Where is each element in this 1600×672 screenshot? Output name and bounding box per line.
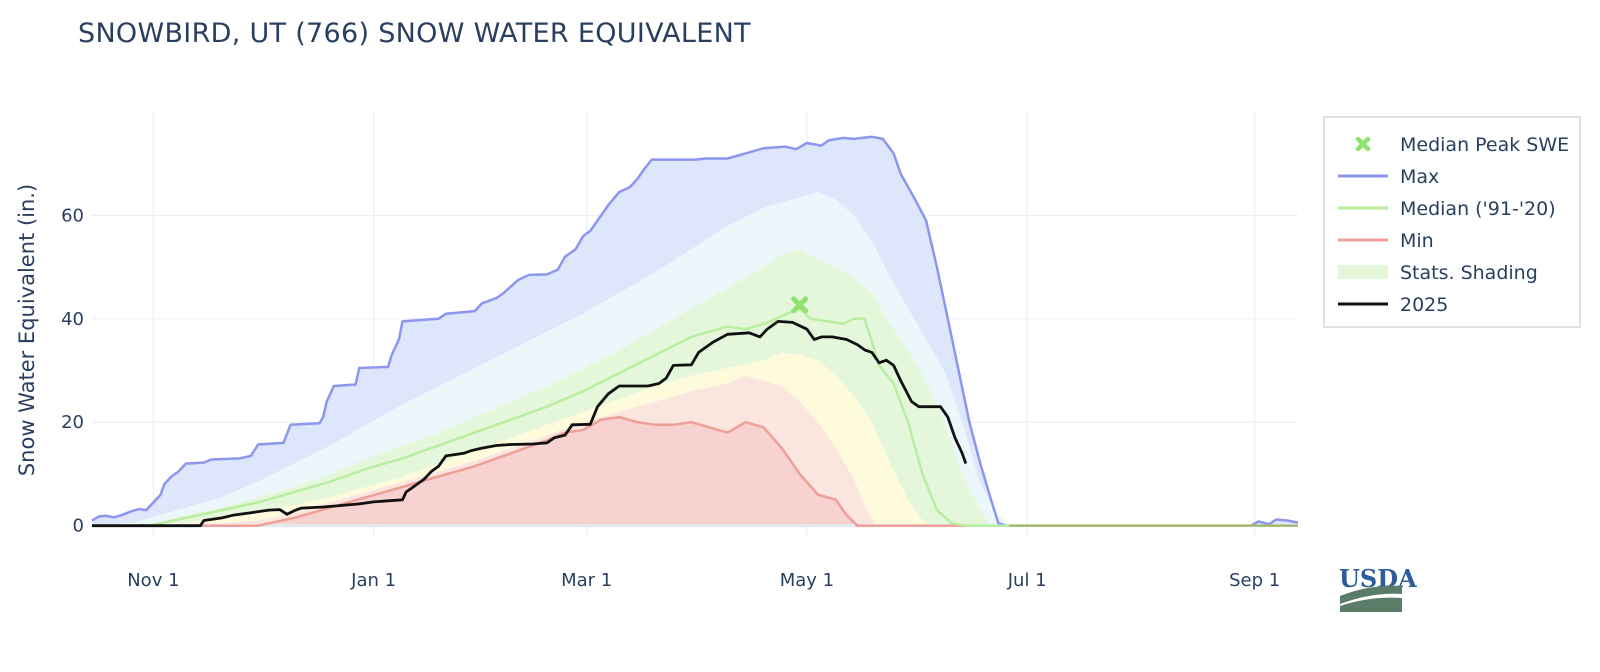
- usda-logo-field: [1340, 597, 1402, 612]
- y-tick-label: 40: [61, 309, 84, 330]
- legend-label: Median ('91-'20): [1400, 198, 1556, 220]
- y-tick-label: 20: [61, 412, 84, 433]
- legend-item-current: 2025: [1338, 294, 1448, 316]
- legend-x-icon: [1355, 136, 1371, 152]
- legend: Median Peak SWE Max Median ('91-'20) Min Sta…: [1323, 116, 1581, 328]
- min-series-line: [92, 415, 1298, 527]
- x-tick-labels: Nov 1 Jan 1 Mar 1 May 1 Jul 1 Sep 1: [127, 570, 1280, 591]
- legend-swatch: [1338, 265, 1388, 279]
- legend-label: Max: [1400, 166, 1439, 188]
- band-min-area: [92, 417, 1298, 526]
- y-axis-title: Snow Water Equivalent (in.): [15, 184, 39, 476]
- legend-label: Min: [1400, 230, 1434, 252]
- current-series-line: [92, 320, 968, 528]
- band_p70-area: [92, 249, 1298, 526]
- legend-item-median: Median ('91-'20): [1338, 198, 1556, 220]
- usda-logo-stripe: [1340, 585, 1402, 604]
- x-tick-label: Sep 1: [1229, 570, 1280, 591]
- legend-label: Stats. Shading: [1400, 262, 1538, 284]
- legend-label: 2025: [1400, 294, 1448, 316]
- legend-item-shading: Stats. Shading: [1338, 262, 1538, 284]
- median-series-line: [92, 307, 1298, 527]
- usda-logo: USDA: [1339, 564, 1417, 612]
- chart-title: SNOWBIRD, UT (766) SNOW WATER EQUIVALENT: [78, 18, 751, 49]
- band_max-area: [92, 136, 1298, 526]
- x-tick-label: Jul 1: [1007, 570, 1047, 591]
- x-tick-label: Nov 1: [127, 570, 179, 591]
- legend-item-peak: Median Peak SWE: [1355, 134, 1569, 156]
- x-tick-label: May 1: [780, 570, 834, 591]
- max-series-line: [91, 135, 1299, 527]
- series-lines: [91, 135, 1299, 528]
- band_p50-area: [92, 352, 1298, 526]
- x-tick-label: Mar 1: [561, 570, 612, 591]
- y-tick-label: 0: [73, 516, 84, 537]
- stats-shading-bands: [92, 136, 1298, 526]
- median-peak-marker: [791, 296, 809, 314]
- x-tick-label: Jan 1: [350, 570, 396, 591]
- y-tick-label: 60: [61, 205, 84, 226]
- legend-box: [1323, 116, 1581, 328]
- median-peak-marker-layer: [791, 296, 809, 314]
- legend-item-max: Max: [1338, 166, 1439, 188]
- legend-label: Median Peak SWE: [1400, 134, 1569, 156]
- band_p90-area: [92, 192, 1298, 526]
- legend-item-min: Min: [1338, 230, 1434, 252]
- y-tick-labels: 0 20 40 60: [61, 205, 84, 536]
